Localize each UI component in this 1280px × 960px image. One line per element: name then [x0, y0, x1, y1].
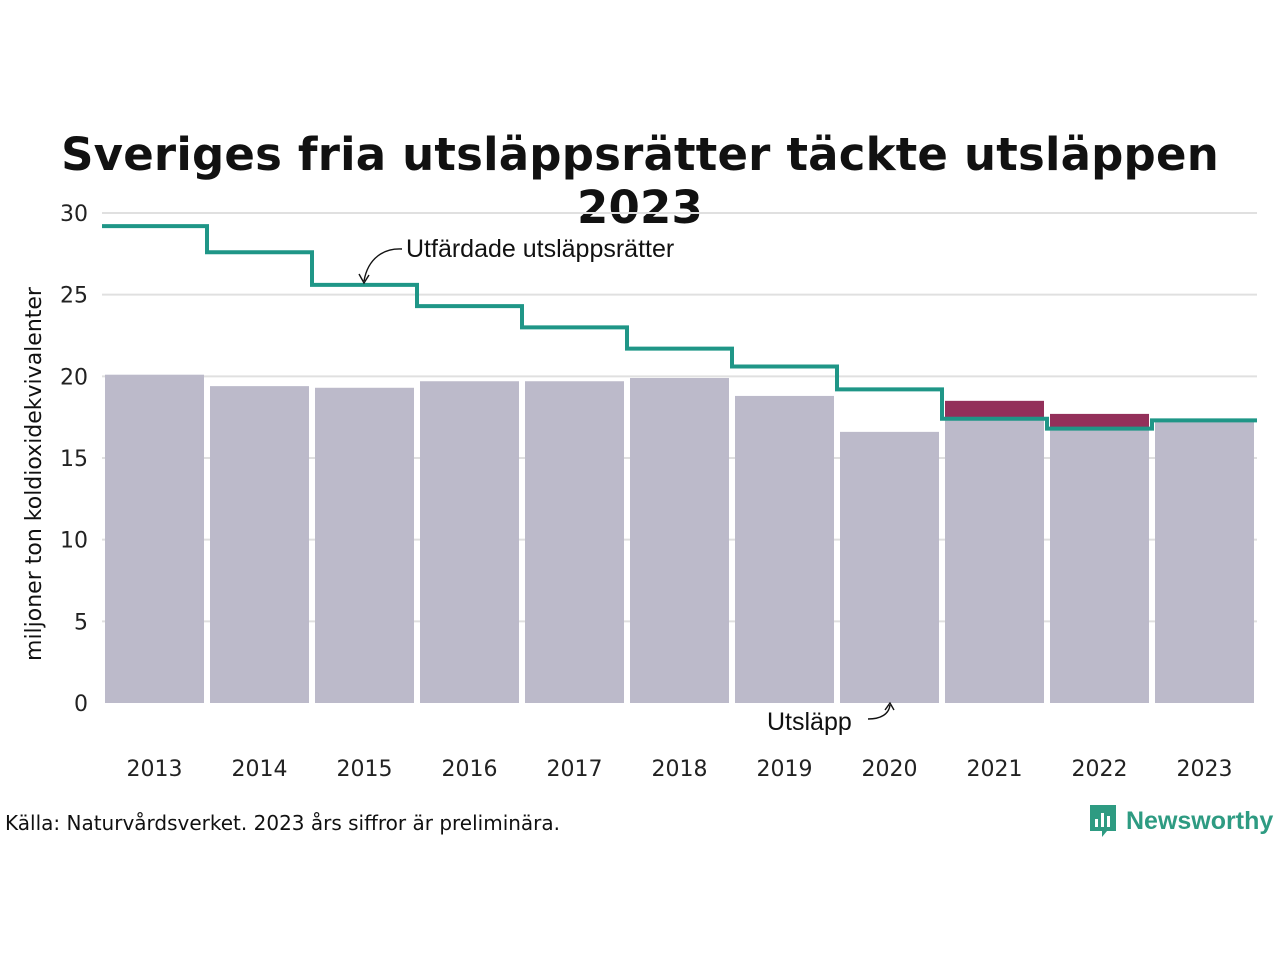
- y-tick-label-25: 25: [60, 284, 88, 309]
- x-tick-label-2023: 2023: [1177, 757, 1233, 782]
- x-axis-ticks: 2013 2014 2015 2016 2017 2018 2019 2020 2021 2022…: [127, 757, 1233, 782]
- bar-2015: [315, 387, 414, 703]
- newsworthy-logo: Newsworthy: [1088, 803, 1273, 839]
- allowances-line: [102, 224, 1257, 431]
- excess-bar-2022: [1050, 413, 1149, 429]
- x-tick-label-2021: 2021: [967, 757, 1023, 782]
- bar-2013: [105, 374, 204, 703]
- x-tick-label-2019: 2019: [757, 757, 813, 782]
- bar-2022: [1050, 428, 1149, 703]
- x-tick-label-2018: 2018: [652, 757, 708, 782]
- x-tick-label-2015: 2015: [337, 757, 393, 782]
- x-tick-label-2020: 2020: [862, 757, 918, 782]
- x-tick-label-2016: 2016: [442, 757, 498, 782]
- chart-title: Sveriges fria utsläppsrätter täckte utsl…: [61, 128, 1219, 234]
- emissions-arrowhead: [884, 701, 895, 711]
- emissions-arrow: [867, 704, 891, 720]
- bar-2016: [420, 381, 519, 703]
- bar-2018: [630, 377, 729, 703]
- bar-2017: [525, 381, 624, 703]
- bar-2014: [210, 386, 309, 703]
- x-tick-label-2013: 2013: [127, 757, 183, 782]
- bar-2019: [735, 395, 834, 703]
- y-axis-title: miljoner ton koldioxidekvivalenter: [22, 286, 47, 661]
- allowances-arrowhead: [358, 273, 370, 285]
- bar-2023: [1155, 420, 1254, 703]
- bar-2020: [840, 431, 939, 703]
- x-tick-label-2014: 2014: [232, 757, 288, 782]
- newsworthy-logo-text: Newsworthy: [1126, 806, 1274, 835]
- newsworthy-logo-icon: [1090, 805, 1116, 837]
- excess-bars: [945, 400, 1149, 429]
- allowances-step-line: [102, 224, 1257, 431]
- allowances-label: Utfärdade utsläppsrätter: [406, 235, 674, 263]
- source-note: Källa: Naturvårdsverket. 2023 års siffro…: [5, 811, 561, 835]
- allowances-annotation: Utfärdade utsläppsrätter: [358, 235, 674, 285]
- emission-bars: [105, 374, 1254, 703]
- y-axis-ticks: 0 5 10 15 20 25 30: [60, 202, 88, 717]
- y-tick-label-30: 30: [60, 202, 88, 227]
- allowances-arrow: [363, 248, 403, 282]
- emissions-label: Utsläpp: [767, 708, 852, 736]
- y-tick-label-15: 15: [60, 447, 88, 472]
- y-tick-label-5: 5: [74, 610, 88, 635]
- y-tick-label-0: 0: [74, 692, 88, 717]
- x-tick-label-2022: 2022: [1072, 757, 1128, 782]
- excess-bar-2021: [945, 400, 1044, 419]
- y-tick-label-20: 20: [60, 365, 88, 390]
- x-tick-label-2017: 2017: [547, 757, 603, 782]
- y-tick-label-10: 10: [60, 529, 88, 554]
- bar-2021: [945, 418, 1044, 703]
- emissions-annotation: Utsläpp: [767, 701, 895, 736]
